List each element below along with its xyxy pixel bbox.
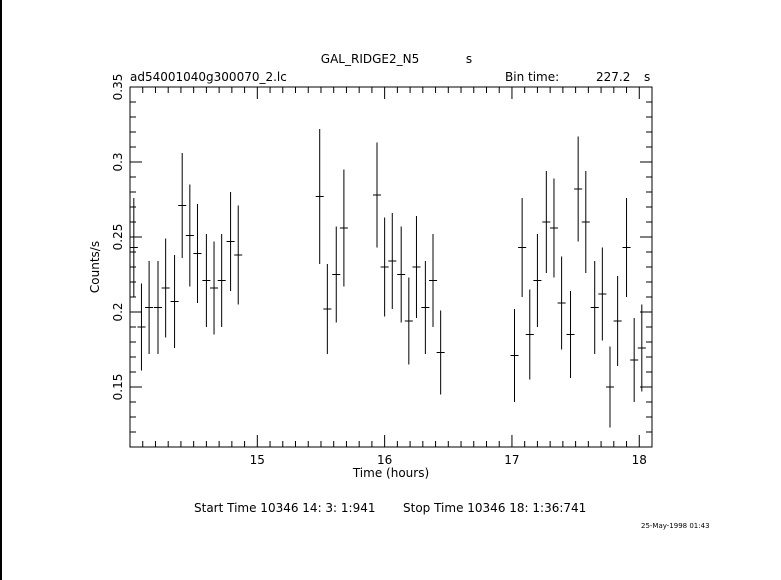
data-point [412,216,421,318]
data-point [234,205,243,305]
data-point [226,192,235,291]
title-suffix: s [466,52,472,66]
stop-time: Stop Time 10346 18: 1:36:741 [403,501,586,515]
data-point [170,255,179,348]
window-left-border [0,0,2,580]
x-axis-label: Time (hours) [352,466,429,480]
x-tick-label: 17 [504,453,519,467]
data-point [339,169,348,287]
x-tick-label: 16 [377,453,392,467]
data-point [574,136,583,242]
data-point [145,261,154,354]
data-point [542,171,551,273]
data-point [436,310,445,395]
data-point [202,234,211,327]
data-point [397,226,406,323]
data-point [549,178,558,278]
x-tick-label: 18 [632,453,647,467]
x-tick-label: 15 [250,453,265,467]
bin-time-unit: s [644,70,650,84]
x-axis: 15 16 17 18 [129,87,653,467]
data-point [332,226,341,323]
data-point [622,198,631,297]
data-point [510,309,519,402]
data-point [630,318,639,402]
data-point [581,171,590,273]
data-point [421,261,430,354]
data-point [518,198,527,297]
data-point [557,256,566,350]
data-point [210,241,219,335]
data-point [153,261,163,354]
bin-time-value: 227.2 [596,70,630,84]
data-point [372,142,382,248]
data-point [404,277,413,365]
data-point [590,261,599,354]
data-point [598,247,607,341]
data-point [525,289,534,380]
data-point [380,217,389,317]
chart-title: GAL_RIDGE2_N5 [321,52,419,66]
data-point [193,204,202,303]
y-axis-label: Counts/s [88,241,102,293]
data-point [129,198,138,297]
y-tick-label: 0.2 [111,302,125,321]
date-stamp: 25-May-1998 01:43 [641,522,710,530]
data-point [315,129,324,264]
start-time: Start Time 10346 14: 3: 1:941 [194,501,376,515]
data-point [161,238,170,338]
data-point [428,234,438,327]
data-point [217,234,226,327]
data-point [605,346,615,428]
data-point [185,184,194,287]
y-tick-label: 0.25 [111,224,125,251]
data-point [533,234,542,327]
data-point [323,264,332,354]
y-tick-label: 0.35 [111,74,125,101]
data-point [388,213,397,309]
y-tick-label: 0.3 [111,152,125,171]
data-point [137,283,146,371]
y-tick-label: 0.15 [111,374,125,401]
filename-label: ad54001040g300070_2.lc [130,70,287,84]
data-point [566,291,575,378]
data-point [613,276,622,366]
data-point [637,304,646,392]
data-points [129,129,646,428]
data-point [178,153,187,258]
y-axis: 0.15 0.2 0.25 0.3 0.35 [111,74,652,448]
bin-time-label: Bin time: [505,70,559,84]
plot-frame [129,86,653,448]
